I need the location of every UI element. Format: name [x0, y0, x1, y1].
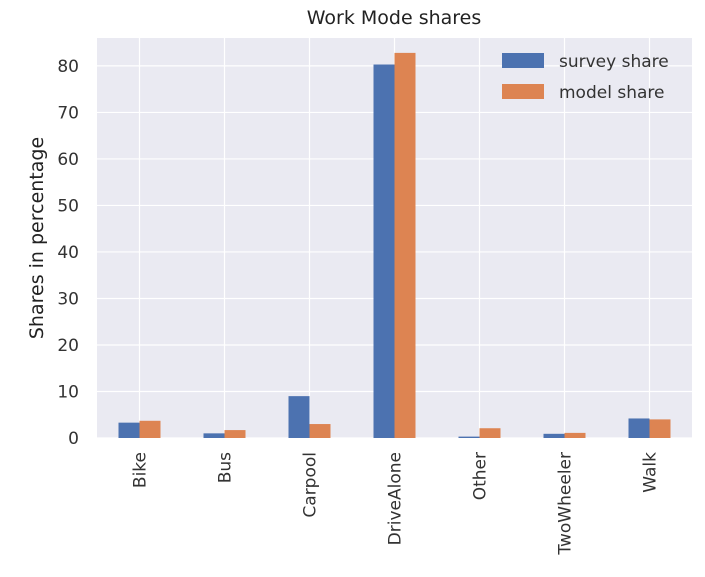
- y-tick-label-80: 80: [57, 57, 79, 77]
- bar-survey-TwoWheeler: [543, 433, 565, 438]
- bar-model-TwoWheeler: [564, 432, 586, 438]
- bar-model-Other: [479, 428, 501, 438]
- x-tick-label-TwoWheeler: TwoWheeler: [556, 452, 576, 556]
- bar-survey-Bike: [118, 422, 140, 438]
- y-tick-label-40: 40: [57, 243, 79, 263]
- legend-swatch-model: [502, 84, 544, 99]
- bar-model-Carpool: [309, 424, 331, 438]
- legend-label-model: model share: [559, 83, 664, 103]
- legend-label-survey: survey share: [559, 52, 669, 72]
- y-tick-label-20: 20: [57, 336, 79, 356]
- y-tick-label-60: 60: [57, 150, 79, 170]
- x-tick-label-DriveAlone: DriveAlone: [386, 452, 406, 545]
- x-axis-ticks: Bike Bus Carpool DriveAlone Other TwoWheeler W…: [131, 452, 661, 556]
- bar-survey-Other: [458, 436, 480, 438]
- x-tick-label-Walk: Walk: [641, 452, 661, 493]
- y-tick-label-0: 0: [68, 429, 79, 449]
- bar-model-Bus: [224, 430, 246, 438]
- legend: survey share model share: [502, 52, 669, 103]
- y-tick-label-10: 10: [57, 382, 79, 402]
- y-axis-ticks: 0 10 20 30 40 50 60 70 80: [57, 57, 79, 449]
- y-tick-label-70: 70: [57, 103, 79, 123]
- legend-swatch-survey: [502, 53, 544, 68]
- bar-model-Walk: [649, 419, 671, 438]
- bar-survey-Bus: [203, 433, 225, 438]
- bar-survey-Walk: [628, 418, 650, 438]
- bar-survey-DriveAlone: [373, 64, 395, 438]
- x-tick-label-Bus: Bus: [216, 452, 236, 483]
- x-tick-label-Bike: Bike: [131, 452, 151, 488]
- bar-survey-Carpool: [288, 396, 310, 438]
- chart-title: Work Mode shares: [307, 7, 482, 29]
- bar-model-Bike: [139, 420, 161, 438]
- x-tick-label-Carpool: Carpool: [301, 452, 321, 518]
- bar-model-DriveAlone: [394, 52, 416, 438]
- y-axis-title: Shares in percentage: [26, 137, 48, 339]
- bars: [118, 52, 671, 438]
- x-tick-label-Other: Other: [471, 452, 491, 500]
- y-tick-label-30: 30: [57, 289, 79, 309]
- y-tick-label-50: 50: [57, 196, 79, 216]
